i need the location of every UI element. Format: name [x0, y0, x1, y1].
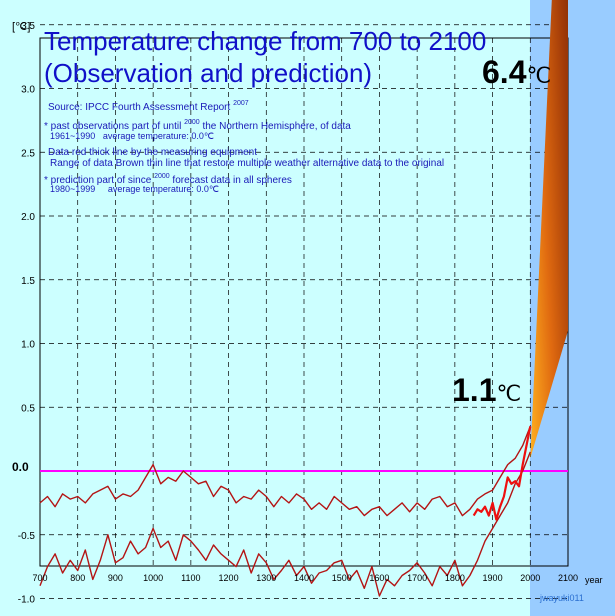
y-unit-label: [℃] [12, 21, 30, 33]
chart-title-line1: Temperature change from 700 to 2100 [44, 26, 487, 56]
x-tick-label: 2000 [520, 573, 540, 583]
pred-year: 2000 [154, 173, 170, 180]
x-tick-label: 1500 [332, 573, 352, 583]
y-tick-label: 3.5 [21, 21, 35, 32]
x-tick-labels: 700 800 900 1000 1100 1200 1300 1400 1500 1600 170… [32, 573, 578, 583]
x-tick-label: 1100 [181, 573, 200, 583]
prediction-note: * prediction part of since 2000 forecast… [44, 171, 292, 187]
pred-suffix: forecast data in all spheres [172, 175, 292, 186]
source-year: 2007 [233, 100, 249, 107]
x-tick-label: 1200 [219, 573, 239, 583]
pred-prefix: * prediction part of since [44, 175, 152, 186]
y-tick-label: 2.5 [21, 148, 35, 159]
zero-label: 0.0 [12, 460, 29, 474]
source-note: Source: IPCC Fourth Assessment Report 20… [48, 98, 249, 114]
y-tick-labels: 6.56.05.55.04.54.03.53.02.52.01.51.00.5-… [18, 21, 36, 606]
past-note: * past observations part of until 2000 t… [44, 117, 351, 133]
projection-fan [530, 0, 568, 459]
x-tick-label: 1800 [445, 573, 465, 583]
pred-period: 1980~1999 [50, 184, 96, 194]
y-tick-label: -1.0 [18, 595, 36, 606]
annotation-high: 6.4℃ [482, 54, 551, 91]
x-unit-label: year [585, 575, 603, 585]
past-avg: average temperature: 0.0℃ [102, 131, 214, 141]
x-tick-label: 1400 [294, 573, 314, 583]
x-tick-label: 700 [32, 573, 47, 583]
x-tick-label: 2100 [558, 573, 578, 583]
y-tick-label: 1.0 [21, 340, 35, 351]
annotation-low: 1.1℃ [452, 372, 521, 409]
x-tick-label: 900 [108, 573, 123, 583]
series-line-thin-lower [39, 451, 531, 597]
range-note: Range of data Brown thin line that resto… [50, 158, 445, 169]
pred-avg: average temperature: 0.0℃ [107, 184, 219, 194]
past-period: 1961~1990 [50, 131, 96, 141]
grid [40, 24, 568, 599]
series-group [39, 426, 532, 597]
red-line-note: Data red thick line by the measuring equ… [48, 147, 258, 158]
x-tick-label: 1300 [256, 573, 276, 583]
y-tick-label: -0.5 [18, 531, 36, 542]
pred-period-note: 1980~1999 average temperature: 0.0℃ [50, 183, 219, 195]
y-tick-label: 0.5 [21, 403, 35, 414]
credit-label: jwayuki011 [539, 593, 584, 603]
y-tick-label: 2.0 [21, 212, 35, 223]
annotation-low-value: 1.1 [452, 372, 497, 408]
series-line-thick-observed [472, 426, 532, 521]
chart-title-line2: (Observation and prediction) [44, 58, 373, 88]
past-prefix: * past observations part of until [44, 121, 182, 132]
past-year: 2000 [184, 119, 200, 126]
x-tick-label: 1700 [407, 573, 427, 583]
y-tick-label: 3.0 [21, 85, 35, 96]
x-tick-label: 1000 [143, 573, 163, 583]
annotation-low-unit: ℃ [496, 381, 522, 406]
annotation-high-value: 6.4 [482, 54, 527, 90]
series-line-thin-upper [39, 426, 531, 517]
x-tick-label: 1900 [483, 573, 503, 583]
y-tick-label: 1.5 [21, 276, 35, 287]
x-tick-label: 800 [70, 573, 85, 583]
annotation-high-unit: ℃ [526, 63, 552, 88]
source-label: Source: IPCC Fourth Assessment Report [48, 102, 231, 113]
past-suffix: the Northern Hemisphere, of data [202, 121, 351, 132]
x-tick-label: 1600 [369, 573, 389, 583]
past-period-note: 1961~1990 average temperature: 0.0℃ [50, 130, 214, 142]
